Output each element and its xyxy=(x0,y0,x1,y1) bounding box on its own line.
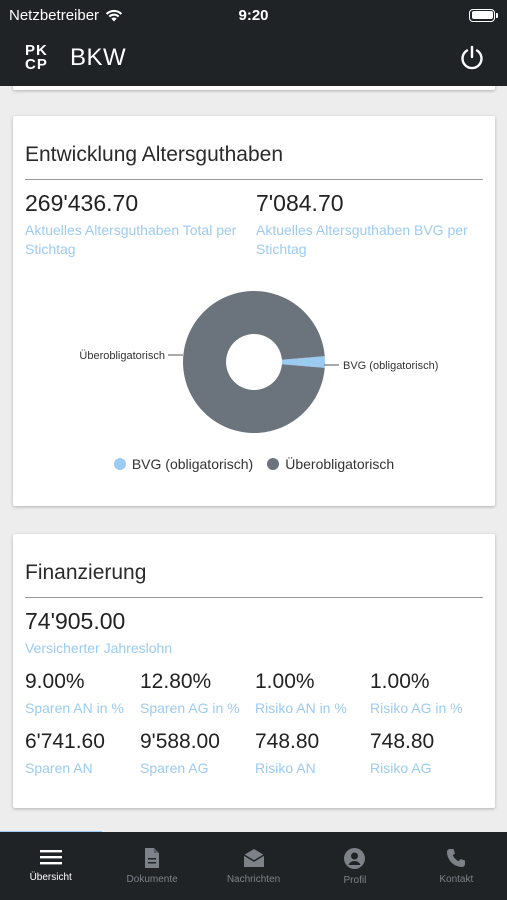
tab-label: Nachrichten xyxy=(226,874,281,885)
sparen-ag-pct-value: 12.80% xyxy=(140,670,212,693)
phone-icon xyxy=(447,849,466,867)
tab-dokumente[interactable]: Dokumente xyxy=(101,832,202,900)
scroll-content[interactable]: Entwicklung Altersguthaben 269'436.70 Ak… xyxy=(0,86,507,832)
legend-dot xyxy=(267,458,280,470)
tab-label: Übersicht xyxy=(29,872,72,883)
envelope-icon xyxy=(243,849,264,867)
tab-uebersicht[interactable]: Übersicht xyxy=(0,832,101,900)
legend-dot xyxy=(113,458,126,470)
lohn-label: Versicherter Jahreslohn xyxy=(25,640,173,656)
total-label: Aktuelles Altersguthaben Total per Stich… xyxy=(25,222,237,257)
risiko-ag-pct-value: 1.00% xyxy=(370,670,430,693)
risiko-an-value: 748.80 xyxy=(255,730,320,753)
tab-label: Dokumente xyxy=(126,874,178,885)
logo: PK CP xyxy=(25,42,48,73)
sparen-an-value: 6'741.60 xyxy=(25,730,105,753)
app-title: BKW xyxy=(70,44,127,71)
risiko-ag-pct-label: Risiko AG in % xyxy=(370,700,463,716)
donut-chart: Überobligatorisch BVG (obligatorisch) xyxy=(79,291,438,434)
lohn-value: 74'905.00 xyxy=(25,608,126,634)
card-title: Finanzierung xyxy=(25,561,147,584)
menu-icon xyxy=(39,850,62,865)
sparen-ag-label: Sparen AG xyxy=(140,760,209,776)
legend-item-bvg[interactable]: BVG (obligatorisch) xyxy=(113,456,254,472)
bvg-value: 7'084.70 xyxy=(256,190,344,216)
risiko-an-label: Risiko AN xyxy=(255,760,316,776)
legend-label: BVG (obligatorisch) xyxy=(131,456,254,472)
sparen-an-pct-value: 9.00% xyxy=(25,670,85,693)
legend-item-ueberobligatorisch[interactable]: Überobligatorisch xyxy=(267,456,394,472)
risiko-ag-label: Risiko AG xyxy=(370,760,432,776)
risiko-an-pct-value: 1.00% xyxy=(255,670,315,693)
battery-icon xyxy=(469,8,498,22)
donut-slice-bvg[interactable] xyxy=(281,356,326,368)
divider xyxy=(25,179,483,180)
sparen-ag-value: 9'588.00 xyxy=(140,730,220,753)
previous-card xyxy=(13,86,495,90)
legend-label: Überobligatorisch xyxy=(285,456,395,472)
tab-label: Profil xyxy=(343,875,367,886)
profile-icon xyxy=(344,848,366,869)
tab-nachrichten[interactable]: Nachrichten xyxy=(203,832,304,900)
total-value: 269'436.70 xyxy=(25,190,139,216)
logout-button[interactable] xyxy=(457,43,487,73)
sparen-ag-pct-label: Sparen AG in % xyxy=(140,700,240,716)
donut-slice-ueberobligatorisch[interactable] xyxy=(183,291,325,434)
power-icon xyxy=(461,45,483,70)
tab-label: Kontakt xyxy=(439,874,474,885)
card-finanzierung: Finanzierung 74'905.00 Versicherter Jahr… xyxy=(13,534,495,808)
tab-kontakt[interactable]: Kontakt xyxy=(406,832,507,900)
carrier-name: Netzbetreiber xyxy=(9,6,100,24)
document-icon xyxy=(145,848,160,868)
bvg-label: Aktuelles Altersguthaben BVG per Stichta… xyxy=(256,222,468,257)
app-header: PK CP BKW xyxy=(0,30,507,86)
sparen-an-pct-label: Sparen AN in % xyxy=(25,700,124,716)
slice-label-bvg: BVG (obligatorisch) xyxy=(343,360,438,372)
card-title: Entwicklung Altersguthaben xyxy=(25,143,283,166)
divider xyxy=(25,597,483,598)
tab-profil[interactable]: Profil xyxy=(304,832,405,900)
card-altersguthaben: Entwicklung Altersguthaben 269'436.70 Ak… xyxy=(13,116,495,506)
status-bar: Netzbetreiber 9:20 xyxy=(0,0,507,30)
wifi-icon xyxy=(105,9,123,21)
chart-legend: BVG (obligatorisch) Überobligatorisch xyxy=(13,456,495,472)
slice-label-ueberobligatorisch: Überobligatorisch xyxy=(79,350,165,362)
sparen-an-label: Sparen AN xyxy=(25,760,93,776)
risiko-ag-value: 748.80 xyxy=(370,730,435,753)
tab-bar: Übersicht Dokumente Nachrichten Profil K… xyxy=(0,832,507,900)
risiko-an-pct-label: Risiko AN in % xyxy=(255,700,347,716)
